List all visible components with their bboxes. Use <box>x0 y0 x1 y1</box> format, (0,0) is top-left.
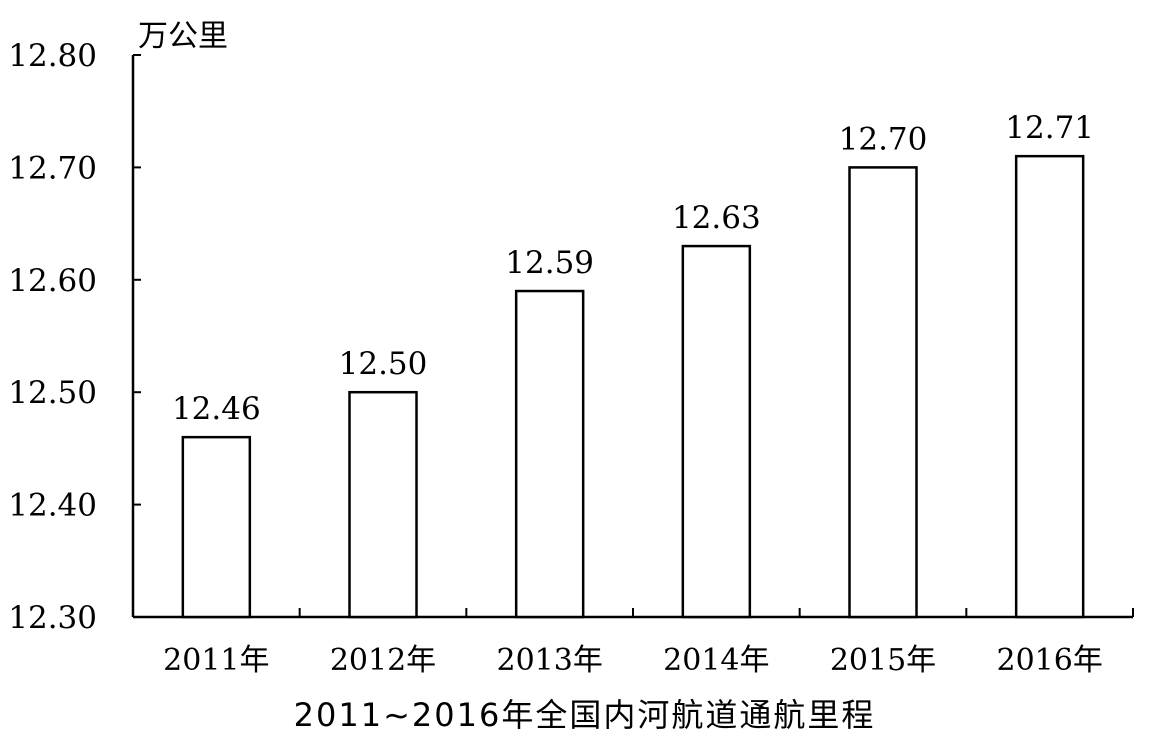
y-tick-label: 12.80 <box>8 38 97 74</box>
axes: 12.30 12.40 12.50 12.60 12.70 12.80 2011年 2012年… <box>8 38 1134 678</box>
x-tick-label: 2016年 <box>996 643 1102 678</box>
y-axis-unit-label: 万公里 <box>138 19 228 54</box>
bar-value-label: 12.46 <box>172 391 261 427</box>
bar-value-label: 12.63 <box>672 200 761 236</box>
bar-value-label: 12.50 <box>339 346 428 382</box>
bar <box>1014 154 1085 619</box>
bar <box>514 289 585 619</box>
data-labels: 12.46 12.50 12.59 12.63 12.70 12.71 <box>172 110 1094 427</box>
x-tick-label: 2015年 <box>830 643 936 678</box>
x-tick-label: 2011年 <box>163 643 269 678</box>
y-tick-label: 12.50 <box>8 375 97 411</box>
bar <box>681 244 752 619</box>
x-tick-label: 2012年 <box>330 643 436 678</box>
bar-value-label: 12.59 <box>505 245 594 281</box>
chart-title: 2011~2016年全国内河航道通航里程 <box>293 696 876 734</box>
bar <box>848 166 918 619</box>
x-tick-label: 2014年 <box>663 643 769 678</box>
bar <box>181 435 252 619</box>
y-tick-label: 12.60 <box>8 263 97 299</box>
bar <box>348 390 418 619</box>
y-tick-label: 12.70 <box>8 150 97 186</box>
bars <box>181 154 1085 619</box>
bar-value-label: 12.70 <box>839 121 928 157</box>
y-tick-label: 12.30 <box>8 600 97 636</box>
x-tick-label: 2013年 <box>496 643 602 678</box>
y-tick-label: 12.40 <box>8 488 97 524</box>
bar-value-label: 12.71 <box>1005 110 1094 146</box>
bar-chart: 12.30 12.40 12.50 12.60 12.70 12.80 2011年 2012年… <box>8 19 1134 678</box>
